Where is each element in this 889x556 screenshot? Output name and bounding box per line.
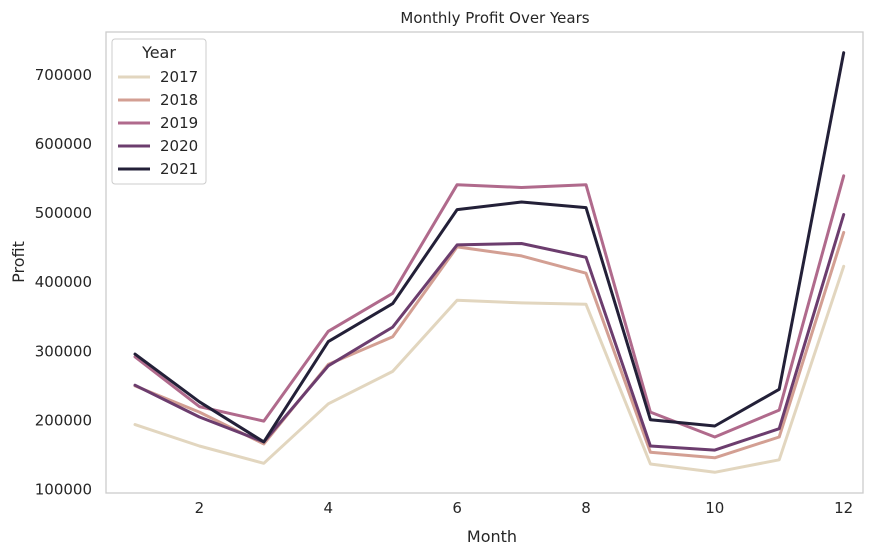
series-line-2019 [133, 174, 846, 439]
series-line-2020 [133, 213, 846, 452]
x-tick-label: 6 [452, 499, 462, 517]
x-tick-label: 8 [581, 499, 591, 517]
x-axis-ticks: 2 4 6 8 10 12 [195, 499, 854, 517]
x-tick-label: 4 [323, 499, 333, 517]
y-tick-label: 600000 [35, 135, 92, 153]
y-tick-label: 300000 [35, 342, 92, 360]
x-tick-label: 12 [834, 499, 853, 517]
series-line-2017 [133, 264, 846, 474]
legend-label-2021: 2021 [160, 160, 198, 178]
series-line-2018 [133, 230, 846, 460]
y-axis-ticks: 100000 200000 300000 400000 500000 600000 7000… [35, 66, 92, 499]
chart-title: Monthly Profit Over Years [400, 9, 589, 27]
y-axis-label: Profit [9, 241, 28, 283]
legend-label-2020: 2020 [160, 137, 198, 155]
legend-items: 2017 2018 2019 2020 2021 [118, 68, 198, 178]
y-tick-label: 500000 [35, 204, 92, 222]
legend-label-2017: 2017 [160, 68, 198, 86]
legend-label-2018: 2018 [160, 91, 198, 109]
y-tick-label: 400000 [35, 273, 92, 291]
series-layer [133, 51, 846, 474]
legend-label-2019: 2019 [160, 114, 198, 132]
plot-frame [105, 31, 864, 494]
y-tick-label: 200000 [35, 411, 92, 429]
series-line-2021 [133, 51, 846, 444]
y-tick-label: 100000 [35, 481, 92, 499]
x-axis-label: Month [467, 527, 517, 546]
x-tick-label: 2 [195, 499, 205, 517]
legend-title: Year [141, 43, 176, 62]
legend: Year 2017 2018 2019 2020 2021 [111, 38, 207, 185]
legend-frame [111, 38, 207, 185]
x-tick-label: 10 [705, 499, 724, 517]
y-tick-label: 700000 [35, 66, 92, 84]
